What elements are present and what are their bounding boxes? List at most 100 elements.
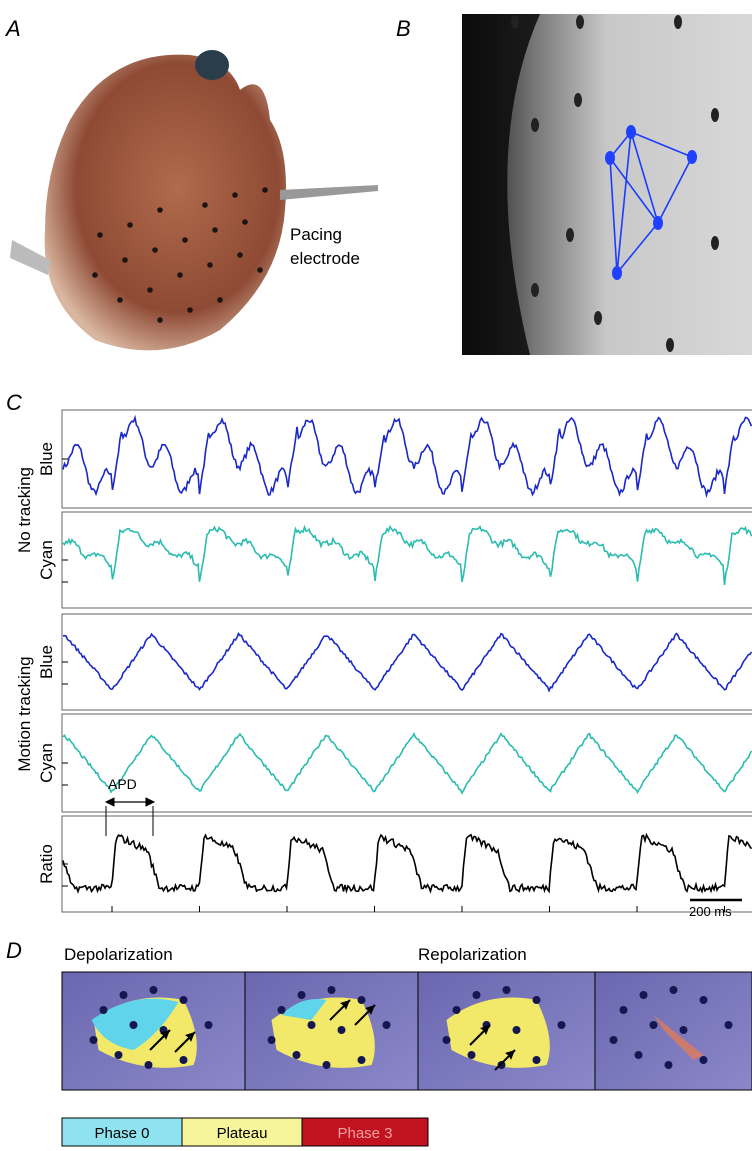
electrode-dot (129, 1021, 138, 1029)
annotation: Pacing (290, 225, 342, 244)
group-label: No tracking (15, 467, 34, 553)
marker-dot (674, 15, 682, 29)
electrode-dot (242, 219, 248, 225)
electrode-dot (92, 272, 98, 278)
panel-label: D (6, 938, 22, 963)
marker-dot (574, 93, 582, 107)
electrode-dot (179, 996, 188, 1004)
electrode-dot (117, 297, 123, 303)
marker-dot (711, 236, 719, 250)
marker-dot (576, 15, 584, 29)
electrode-dot (699, 996, 708, 1004)
electrode-dot (467, 1051, 476, 1059)
electrode-dot (89, 1036, 98, 1044)
electrode-dot (292, 1051, 301, 1059)
marker-dot (566, 228, 574, 242)
electrode-dot (297, 991, 306, 999)
trace-label: Ratio (37, 844, 56, 884)
electrode-dot (357, 1056, 366, 1064)
electrode-dot (639, 991, 648, 999)
electrode-dot (634, 1051, 643, 1059)
electrode-dot (212, 227, 218, 233)
electrode-dot (99, 1006, 108, 1014)
electrode-dot (649, 1021, 658, 1029)
activation-region (446, 997, 550, 1068)
electrode-dot (127, 222, 133, 228)
electrode-dot (262, 187, 268, 193)
electrode-dot (307, 1021, 316, 1029)
camera-frame (462, 14, 752, 355)
arrow-head (185, 1032, 195, 1042)
scale-label: 200 ms (689, 904, 732, 919)
electrode-dot (187, 307, 193, 313)
electrode-dot (327, 986, 336, 994)
electrode-dot (322, 1061, 331, 1069)
legend (61, 1117, 429, 1147)
electrode-dot (149, 986, 158, 994)
marker-dot (594, 311, 602, 325)
electrode-dot (207, 262, 213, 268)
trace (62, 732, 752, 795)
electrode-dot (217, 297, 223, 303)
arrow-head (365, 1005, 375, 1015)
arrow-head (340, 1000, 350, 1010)
electrode-dot (382, 1021, 391, 1029)
electrode-dot (512, 1026, 521, 1034)
marker-dot (531, 283, 539, 297)
trace-label: Blue (37, 645, 56, 679)
legend-label: Phase 3 (337, 1125, 392, 1142)
electrode-dot (122, 257, 128, 263)
electrode-dot (497, 1061, 506, 1069)
panel-label: C (6, 390, 22, 415)
heading: Depolarization (64, 945, 173, 964)
marker-dot (531, 118, 539, 132)
legend-label: Plateau (217, 1125, 268, 1142)
electrode-dot (97, 232, 103, 238)
electrode-dot (114, 1051, 123, 1059)
trace (62, 631, 752, 693)
electrode-dot (157, 207, 163, 213)
electrode-dot (144, 1061, 153, 1069)
phase3-region (653, 1015, 704, 1060)
arrow-head (160, 1030, 170, 1040)
marker-dot (511, 15, 519, 29)
electrode-dot (532, 996, 541, 1004)
arrow-head (480, 1025, 490, 1035)
electrode-dot (664, 1061, 673, 1069)
electrode-dot (257, 267, 263, 273)
electrode-dot (472, 991, 481, 999)
trace (62, 414, 752, 499)
electrode-dot (267, 1036, 276, 1044)
electrode-dot (232, 192, 238, 198)
electrode-dot (337, 1026, 346, 1034)
marker-dot (711, 108, 719, 122)
trace (62, 524, 752, 585)
panel-label: A (4, 16, 21, 41)
marker-dot (666, 338, 674, 352)
trace (62, 832, 752, 894)
apd-label: APD (108, 776, 137, 792)
electrode-dot (532, 1056, 541, 1064)
electrode-dot (502, 986, 511, 994)
legend-label: Phase 0 (94, 1125, 149, 1142)
electrode-dot (179, 1056, 188, 1064)
trace-frame (61, 511, 752, 609)
electrode-dot (669, 986, 678, 994)
electrode-dot (152, 247, 158, 253)
electrode-dot (699, 1056, 708, 1064)
trace-frame (61, 815, 752, 913)
heading: Repolarization (418, 945, 527, 964)
electrode-dot (147, 287, 153, 293)
electrode-dot (619, 1006, 628, 1014)
trace-label: Cyan (37, 540, 56, 580)
electrode-dot (237, 252, 243, 258)
electrode-dot (724, 1021, 733, 1029)
trace-label: Cyan (37, 743, 56, 783)
electrode-dot (557, 1021, 566, 1029)
arrow-head (505, 1050, 515, 1060)
trace-frame (61, 713, 752, 813)
electrode-dot (452, 1006, 461, 1014)
electrode-dot (177, 272, 183, 278)
trace-frame (61, 409, 752, 509)
